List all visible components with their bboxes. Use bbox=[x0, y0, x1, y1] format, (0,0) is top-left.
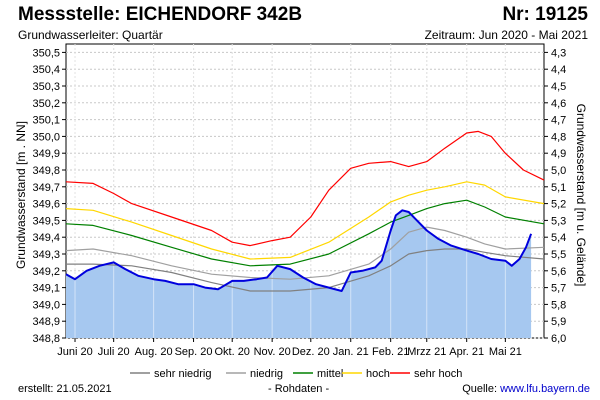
aquifer-subtitle: Grundwasserleiter: Quartär bbox=[18, 28, 163, 42]
y2-tick-label: 4,3 bbox=[551, 47, 566, 59]
x-tick-label: Nov. 20 bbox=[254, 346, 291, 358]
y2-tick-label: 5,6 bbox=[551, 266, 566, 278]
y-tick-label: 350,2 bbox=[32, 98, 60, 110]
legend-label: sehr hoch bbox=[414, 368, 462, 380]
x-tick-label: Okt. 20 bbox=[214, 346, 249, 358]
y-tick-label: 349,2 bbox=[32, 266, 60, 278]
series-line-sehr-niedrig bbox=[66, 248, 545, 292]
x-tick-label: Jan. 21 bbox=[333, 346, 369, 358]
y-tick-label: 350,1 bbox=[32, 115, 60, 127]
x-tick-label: Dez. 20 bbox=[292, 346, 330, 358]
source-prefix: Quelle: bbox=[462, 383, 501, 395]
legend-label: sehr niedrig bbox=[154, 368, 211, 380]
y2-tick-label: 4,4 bbox=[551, 64, 566, 76]
y2-tick-label: 5,3 bbox=[551, 215, 566, 227]
x-tick-label: Feb. 21 bbox=[372, 346, 409, 358]
y-tick-label: 349,7 bbox=[32, 182, 60, 194]
y-tick-label: 349,8 bbox=[32, 165, 60, 177]
x-tick-label: Mrzz 21 bbox=[407, 346, 446, 358]
x-tick-label: Apr. 21 bbox=[449, 346, 484, 358]
measurement-area bbox=[66, 210, 532, 338]
y2-tick-label: 5,7 bbox=[551, 283, 566, 295]
y2-tick-label: 4,9 bbox=[551, 148, 566, 160]
y-tick-label: 350,4 bbox=[32, 64, 60, 76]
series-line-messwerte bbox=[65, 209, 533, 292]
y-axis-label: Grundwasserstand [m . NN] bbox=[14, 121, 28, 269]
y-tick-label: 349,5 bbox=[32, 215, 60, 227]
station-number: Nr: 19125 bbox=[502, 4, 588, 25]
y2-tick-label: 4,8 bbox=[551, 131, 566, 143]
x-tick-label: Juli 20 bbox=[98, 346, 130, 358]
source-label: Quelle: www.lfu.bayern.de bbox=[462, 383, 590, 395]
y2-tick-label: 5,4 bbox=[551, 232, 566, 244]
y2-tick-label: 5,9 bbox=[551, 316, 566, 328]
legend-label: hoch bbox=[366, 368, 390, 380]
y2-axis-label: Grundwasserstand [m u. Gelände] bbox=[574, 104, 588, 287]
y-tick-label: 349,6 bbox=[32, 199, 60, 211]
y2-tick-label: 5,0 bbox=[551, 165, 566, 177]
source-link[interactable]: www.lfu.bayern.de bbox=[500, 383, 590, 395]
station-title: Messstelle: EICHENDORF 342B bbox=[18, 4, 303, 25]
y2-tick-label: 5,5 bbox=[551, 249, 566, 261]
series-line-mittel bbox=[65, 199, 545, 267]
y-tick-label: 348,9 bbox=[32, 316, 60, 328]
x-tick-label: Mai 21 bbox=[489, 346, 522, 358]
created-date: erstellt: 21.05.2021 bbox=[18, 383, 112, 395]
y2-tick-label: 6,0 bbox=[551, 333, 566, 345]
x-tick-label: Sep. 20 bbox=[175, 346, 213, 358]
y2-tick-label: 4,6 bbox=[551, 98, 566, 110]
y-tick-label: 348,8 bbox=[32, 333, 60, 345]
legend-label: niedrig bbox=[250, 368, 283, 380]
y-tick-label: 349,4 bbox=[32, 232, 60, 244]
y2-tick-label: 5,8 bbox=[551, 299, 566, 311]
series-line-niedrig bbox=[65, 226, 545, 280]
y-tick-label: 350,0 bbox=[32, 131, 60, 143]
y-tick-label: 349,9 bbox=[32, 148, 60, 160]
y2-tick-label: 5,1 bbox=[551, 182, 566, 194]
x-tick-label: Juni 20 bbox=[57, 346, 92, 358]
y-tick-label: 349,0 bbox=[32, 299, 60, 311]
y2-tick-label: 5,2 bbox=[551, 199, 566, 211]
y-tick-label: 350,3 bbox=[32, 81, 60, 93]
y2-tick-label: 4,5 bbox=[551, 81, 566, 93]
raw-data-label: - Rohdaten - bbox=[268, 383, 330, 395]
series-line-sehr-hoch bbox=[65, 130, 545, 247]
series-line-hoch bbox=[65, 181, 545, 260]
y-tick-label: 349,1 bbox=[32, 283, 60, 295]
x-tick-label: Aug. 20 bbox=[135, 346, 173, 358]
legend-label: mittel bbox=[317, 368, 343, 380]
y-tick-label: 350,5 bbox=[32, 47, 60, 59]
period-label: Zeitraum: Jun 2020 - Mai 2021 bbox=[424, 28, 588, 42]
y2-tick-label: 4,7 bbox=[551, 115, 566, 127]
y-tick-label: 349,3 bbox=[32, 249, 60, 261]
